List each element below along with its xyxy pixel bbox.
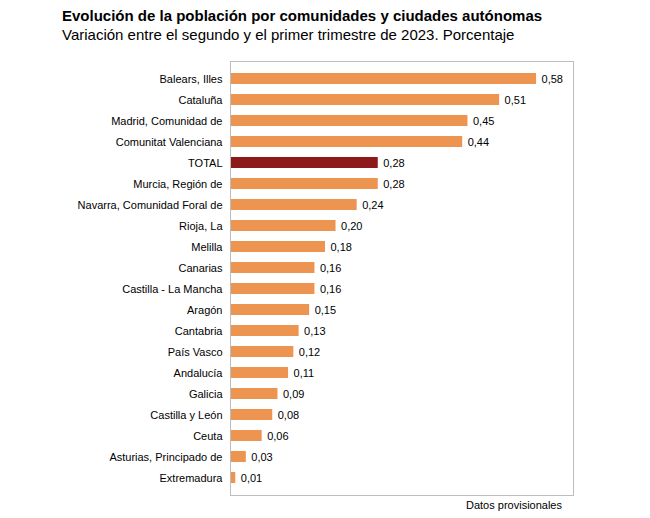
svg-text:País Vasco: País Vasco xyxy=(168,346,223,358)
svg-text:0,15: 0,15 xyxy=(315,304,336,316)
svg-text:Madrid, Comunidad de: Madrid, Comunidad de xyxy=(111,115,222,127)
svg-text:Castilla - La Mancha: Castilla - La Mancha xyxy=(122,283,223,295)
svg-text:TOTAL: TOTAL xyxy=(188,157,222,169)
svg-text:Rioja, La: Rioja, La xyxy=(179,220,223,232)
svg-text:0,13: 0,13 xyxy=(304,325,325,337)
svg-text:0,44: 0,44 xyxy=(468,136,489,148)
svg-text:Comunitat Valenciana: Comunitat Valenciana xyxy=(116,136,224,148)
svg-text:Asturias, Principado de: Asturias, Principado de xyxy=(109,451,222,463)
html-text:Evolución de la población por: Evolución de la población por comunidade… xyxy=(62,7,543,24)
html-text:Datos provisionales: Datos provisionales xyxy=(466,499,562,511)
svg-text:0,03: 0,03 xyxy=(251,451,272,463)
svg-text:0,51: 0,51 xyxy=(505,94,526,106)
svg-text:0,16: 0,16 xyxy=(320,262,341,274)
svg-text:Melilla: Melilla xyxy=(191,241,223,253)
svg-text:Andalucía: Andalucía xyxy=(174,367,224,379)
svg-text:Aragón: Aragón xyxy=(187,304,222,316)
svg-text:Extremadura: Extremadura xyxy=(160,472,224,484)
svg-text:Castilla y León: Castilla y León xyxy=(150,409,222,421)
svg-text:0,20: 0,20 xyxy=(341,220,362,232)
svg-text:0,28: 0,28 xyxy=(383,178,404,190)
svg-text:Balears, Illes: Balears, Illes xyxy=(160,73,223,85)
svg-text:0,08: 0,08 xyxy=(278,409,299,421)
svg-text:0,24: 0,24 xyxy=(362,199,383,211)
svg-text:0,12: 0,12 xyxy=(299,346,320,358)
svg-text:Canarias: Canarias xyxy=(178,262,223,274)
svg-text:Galicia: Galicia xyxy=(189,388,224,400)
svg-text:Ceuta: Ceuta xyxy=(193,430,223,442)
svg-text:0,09: 0,09 xyxy=(283,388,304,400)
svg-text:Murcia, Región de: Murcia, Región de xyxy=(133,178,222,190)
svg-text:Navarra, Comunidad Foral de: Navarra, Comunidad Foral de xyxy=(78,199,223,211)
html-text:Variación entre el segundo y e: Variación entre el segundo y el primer t… xyxy=(62,26,515,43)
svg-text:0,06: 0,06 xyxy=(267,430,288,442)
svg-text:0,45: 0,45 xyxy=(473,115,494,127)
svg-text:Cantabria: Cantabria xyxy=(175,325,224,337)
svg-text:Cataluña: Cataluña xyxy=(178,94,223,106)
svg-text:0,58: 0,58 xyxy=(542,73,563,85)
svg-text:0,01: 0,01 xyxy=(241,472,262,484)
svg-text:0,16: 0,16 xyxy=(320,283,341,295)
svg-text:0,11: 0,11 xyxy=(294,367,315,379)
svg-text:0,18: 0,18 xyxy=(330,241,351,253)
svg-text:0,28: 0,28 xyxy=(383,157,404,169)
